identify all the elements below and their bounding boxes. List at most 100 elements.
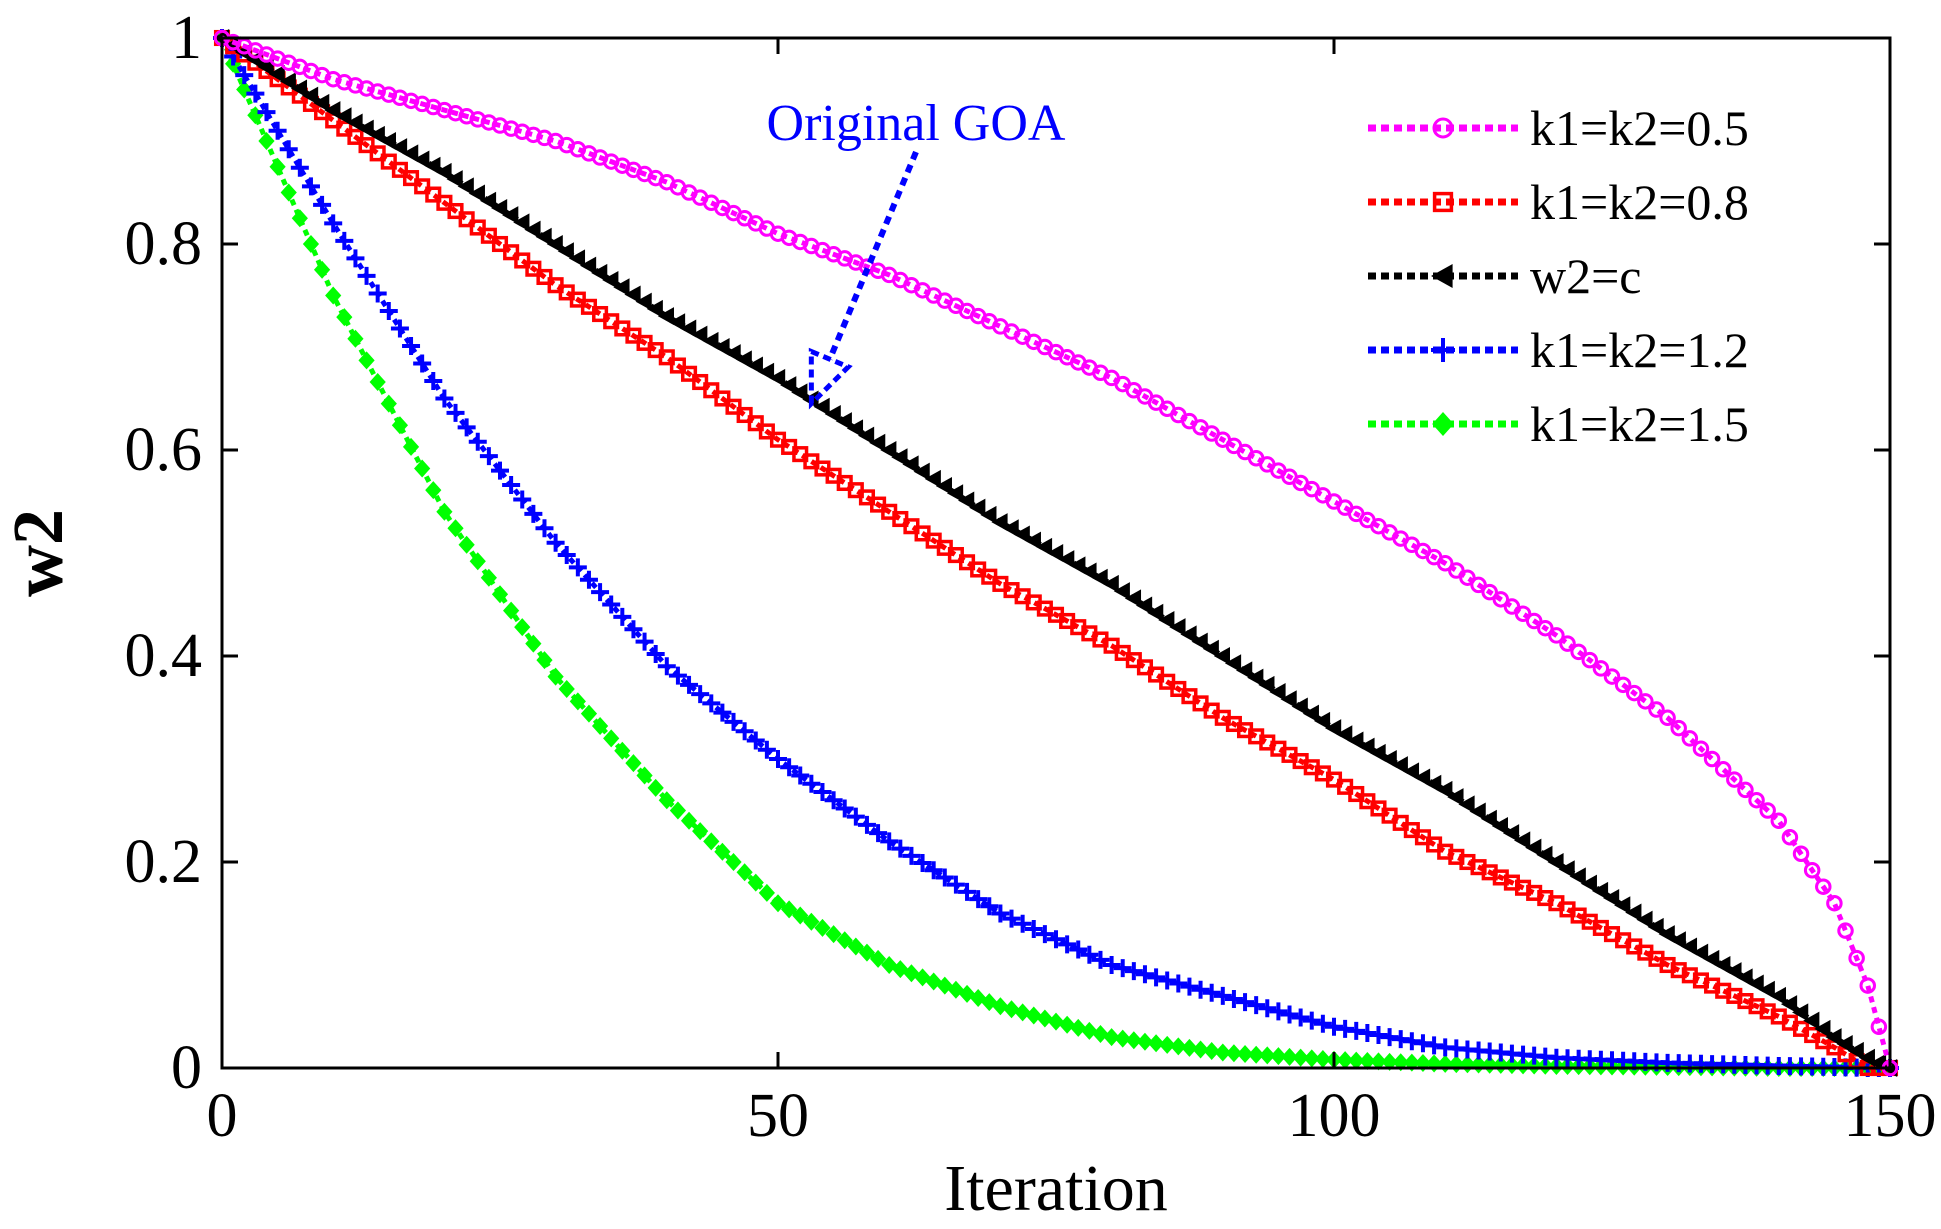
data-point (390, 319, 409, 338)
data-point (446, 170, 463, 189)
data-point (368, 284, 387, 303)
data-point (1325, 1017, 1343, 1036)
data-point (1102, 956, 1121, 974)
data-point (947, 980, 965, 999)
data-point (346, 113, 363, 132)
data-point (268, 65, 285, 84)
data-point (1480, 809, 1497, 828)
data-point (290, 158, 309, 177)
data-point (735, 350, 752, 369)
data-point (1058, 550, 1075, 569)
data-point (713, 338, 730, 356)
data-point (1514, 831, 1531, 850)
data-point (358, 137, 375, 154)
data-point (1559, 635, 1576, 652)
data-point (402, 437, 420, 456)
data-point (858, 943, 876, 962)
data-point (346, 249, 365, 268)
data-point (869, 824, 888, 843)
legend-label: k1=k2=0.8 (1530, 174, 1749, 230)
data-point (724, 712, 743, 731)
data-point (1658, 925, 1675, 944)
data-point (414, 178, 431, 195)
legend: k1=k2=0.5 k1=k2=0.8 w2=c k1=k2=1.2 k1=k2=1.5 (1368, 100, 1749, 452)
data-point (847, 937, 864, 956)
data-point (1870, 1018, 1888, 1036)
data-point (458, 535, 475, 554)
data-point (1570, 643, 1587, 661)
data-point (1836, 1034, 1853, 1053)
data-point (380, 153, 397, 170)
data-point (757, 740, 776, 759)
data-point (946, 484, 964, 503)
data-point (825, 925, 842, 944)
data-point (324, 101, 341, 120)
data-point (969, 890, 988, 909)
data-point (635, 292, 652, 311)
data-point (1380, 1028, 1399, 1047)
data-point (1470, 576, 1487, 594)
data-point (391, 161, 408, 178)
data-point (1815, 878, 1832, 895)
data-point (369, 145, 386, 162)
data-point (1814, 1019, 1831, 1038)
data-point (1036, 1009, 1053, 1028)
data-point (991, 904, 1010, 923)
data-point (302, 235, 320, 253)
data-point (780, 376, 797, 395)
data-point (691, 685, 710, 704)
data-point (1826, 894, 1843, 912)
data-point (1691, 943, 1709, 962)
data-point (1236, 1044, 1254, 1063)
data-point (447, 202, 464, 220)
plot-area (213, 29, 1899, 1077)
data-point (1224, 989, 1243, 1008)
data-point (301, 177, 320, 196)
data-point (424, 156, 441, 175)
data-point (1258, 999, 1277, 1018)
data-point (513, 490, 532, 509)
data-point (1648, 701, 1665, 718)
data-point (1581, 651, 1599, 669)
data-point (1469, 802, 1486, 821)
data-point (1248, 1045, 1265, 1064)
data-point (1113, 959, 1132, 978)
data-point (1391, 1030, 1410, 1049)
data-point (546, 235, 563, 253)
data-point (635, 632, 654, 651)
data-point (279, 140, 298, 159)
data-point (647, 778, 664, 797)
data-point (1035, 537, 1053, 556)
data-point (424, 371, 443, 390)
data-point (1047, 544, 1064, 562)
data-point (1135, 596, 1153, 615)
data-point (668, 666, 687, 685)
data-point (1147, 968, 1166, 987)
data-point (1848, 949, 1865, 967)
data-point (1391, 756, 1408, 775)
data-point (913, 462, 930, 481)
data-point (657, 657, 676, 676)
data-point (1024, 919, 1043, 938)
plot-frame (220, 36, 1892, 1070)
data-point (946, 875, 965, 894)
data-point (1558, 860, 1575, 879)
data-point (1291, 1008, 1310, 1027)
data-point (1124, 589, 1142, 608)
data-point (1669, 931, 1686, 950)
data-point (1425, 1036, 1444, 1055)
data-point (258, 132, 275, 150)
data-point (425, 186, 442, 203)
data-point (1180, 625, 1197, 644)
annotation: Original GOA (767, 95, 1066, 410)
data-point (279, 72, 296, 91)
data-point (802, 774, 821, 793)
data-point (646, 299, 663, 318)
data-point (1170, 1037, 1187, 1056)
data-point (846, 807, 865, 826)
data-point (1292, 1048, 1309, 1067)
data-point (514, 618, 531, 637)
data-point (1347, 1021, 1366, 1040)
data-point (336, 120, 353, 137)
data-point (1803, 1011, 1820, 1030)
